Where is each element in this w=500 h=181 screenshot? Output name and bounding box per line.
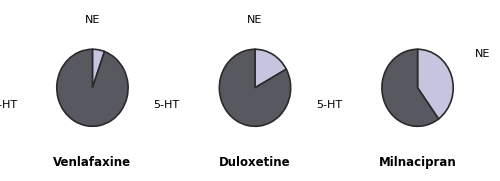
Text: 5-HT: 5-HT [0,100,17,110]
Text: Venlafaxine: Venlafaxine [54,156,132,169]
Wedge shape [220,49,290,126]
Text: NE: NE [85,15,100,25]
Text: 5-HT: 5-HT [154,100,180,110]
Text: Duloxetine: Duloxetine [219,156,291,169]
Text: Milnacipran: Milnacipran [378,156,456,169]
Text: NE: NE [248,15,262,25]
Wedge shape [382,49,438,126]
Wedge shape [418,49,453,119]
Wedge shape [57,49,128,126]
Text: 5-HT: 5-HT [316,100,342,110]
Wedge shape [92,49,104,88]
Wedge shape [255,49,286,88]
Text: NE: NE [475,49,490,59]
